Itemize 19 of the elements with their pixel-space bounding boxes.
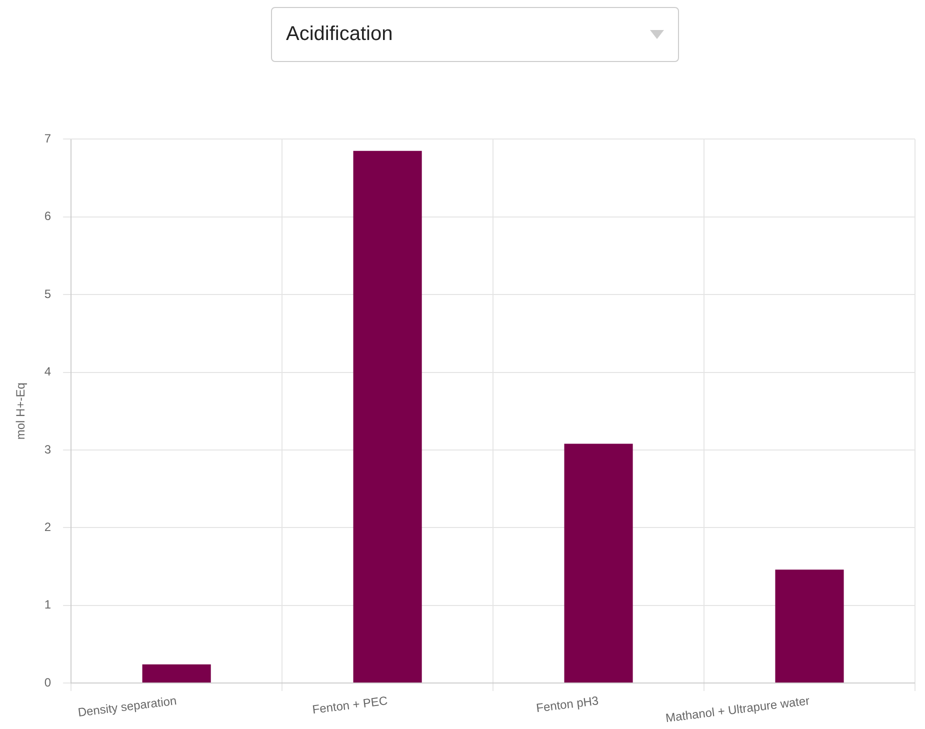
x-tick-label: Density separation xyxy=(77,694,178,720)
bar xyxy=(564,444,633,683)
x-tick-label: Fenton + PEC xyxy=(312,694,389,717)
y-tick-label: 1 xyxy=(44,598,52,612)
x-tick-label: Fenton pH3 xyxy=(535,694,600,716)
y-tick-label: 2 xyxy=(44,520,52,534)
bar xyxy=(353,150,422,683)
y-tick-label: 7 xyxy=(44,132,52,146)
bar xyxy=(775,570,844,683)
y-tick-label: 3 xyxy=(44,442,52,456)
y-tick-label: 6 xyxy=(44,209,52,224)
y-tick-label: 0 xyxy=(44,675,52,690)
y-tick-label: 5 xyxy=(44,286,52,301)
bar xyxy=(142,664,211,683)
x-tick-label: Mathanol + Ultrapure water xyxy=(664,694,810,726)
y-axis-title: mol H+-Eq xyxy=(14,382,28,440)
chart-title: Acidification xyxy=(286,23,393,46)
y-tick-label: 4 xyxy=(44,364,52,379)
dropdown: Acidification xyxy=(271,7,679,62)
